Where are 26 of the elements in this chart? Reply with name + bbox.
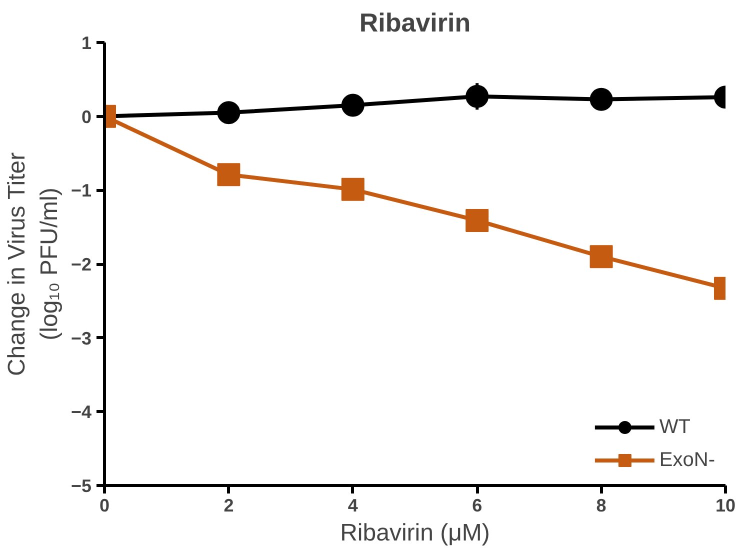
point — [590, 88, 613, 111]
point — [590, 245, 613, 268]
point — [466, 208, 489, 232]
x-tick-label: 10 — [715, 496, 736, 516]
y-tick-label: 0 — [81, 106, 92, 127]
x-tick-label: 0 — [99, 496, 110, 516]
legend-label: WT — [659, 416, 691, 438]
y-tick-label: −2 — [70, 254, 92, 274]
y-tick-label: −4 — [70, 402, 92, 422]
legend-label: ExoN- — [659, 448, 715, 472]
x-tick-label: 2 — [224, 496, 234, 516]
x-axis-title: Ribavirin (μM) — [340, 520, 490, 546]
x-tick-label: 8 — [596, 496, 606, 516]
point — [217, 163, 240, 186]
y-axis-title: Change in Virus Titer (log₁₀ PFU/ml) — [4, 152, 63, 376]
y-tick-label: −5 — [70, 476, 92, 496]
x-tick-label: 4 — [348, 496, 358, 516]
y-tick-label: 1 — [81, 33, 92, 53]
y-tick-label: −3 — [70, 328, 92, 348]
point — [341, 94, 364, 117]
point — [341, 178, 364, 201]
point — [466, 84, 489, 108]
x-tick-label: 6 — [472, 496, 482, 516]
point — [217, 101, 240, 124]
y-tick-label: −1 — [70, 180, 92, 201]
chart-title: Ribavirin — [359, 8, 471, 38]
